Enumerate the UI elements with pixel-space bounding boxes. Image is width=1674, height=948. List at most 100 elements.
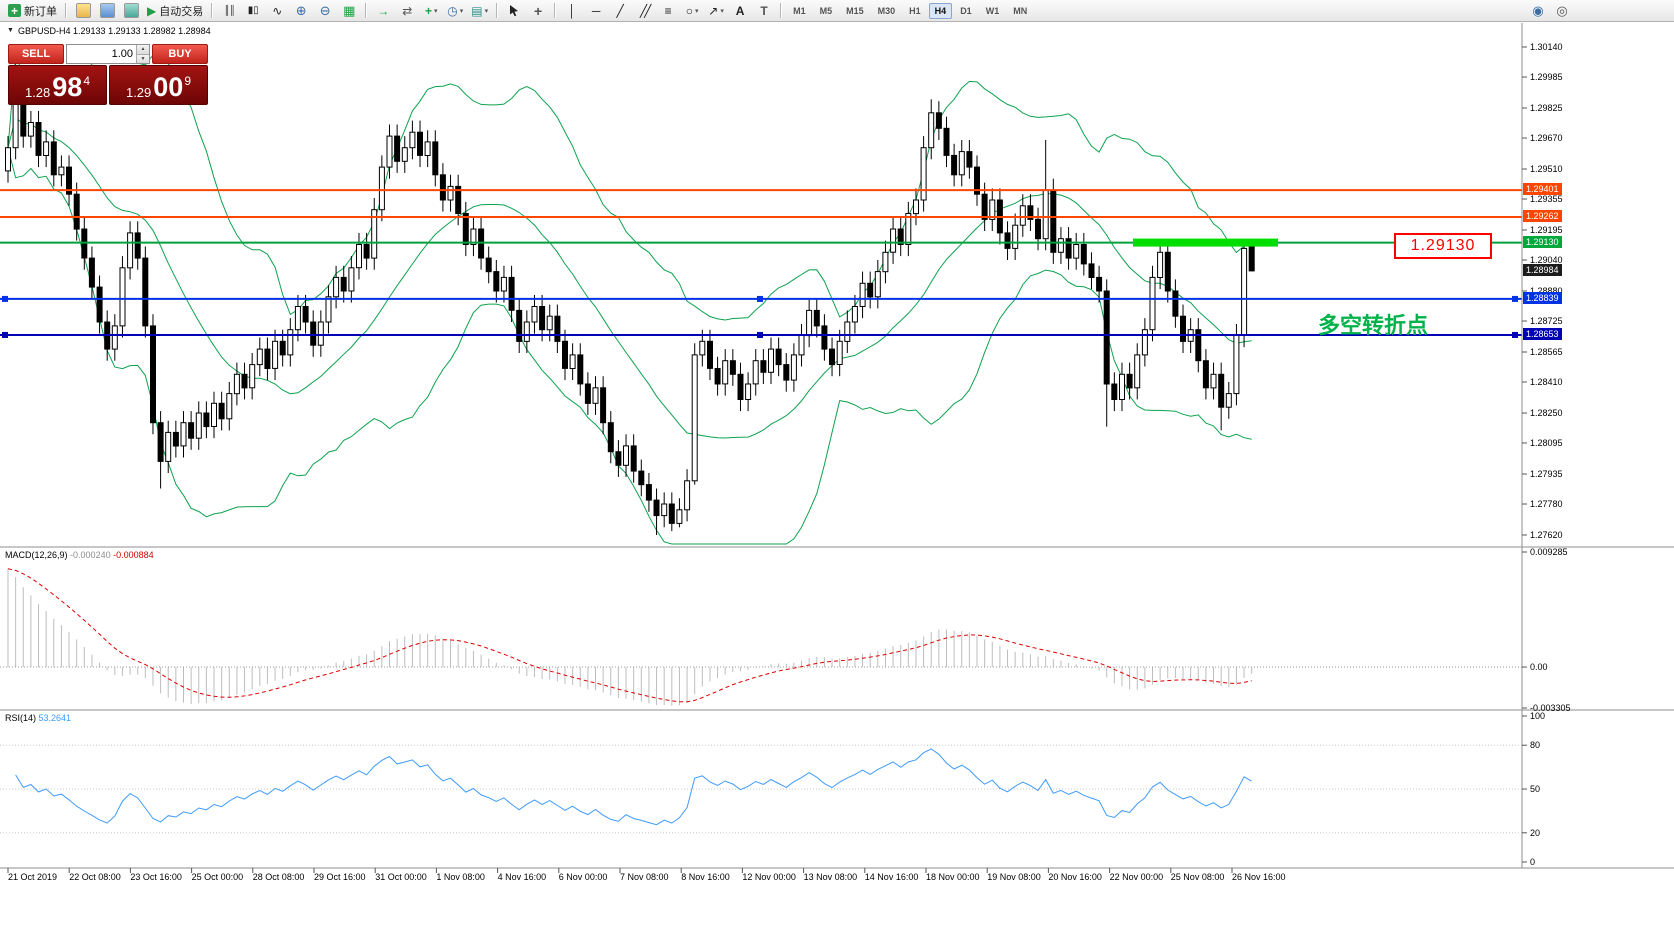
chart-shift-button[interactable]: ⇄ [396, 1, 418, 21]
clock-icon: ◷ [447, 3, 458, 18]
candle [821, 314, 828, 361]
terminal-button[interactable] [120, 1, 142, 21]
candle [371, 198, 378, 270]
candle [729, 349, 736, 386]
line-handle[interactable] [2, 331, 8, 338]
timeframe-m30[interactable]: M30 [877, 5, 896, 16]
volume-decrease-button[interactable]: ▼ [136, 54, 149, 63]
profile-button[interactable] [96, 1, 118, 21]
crosshair-button[interactable]: + [527, 1, 549, 21]
candle [1065, 227, 1072, 270]
candle [829, 337, 835, 377]
candle [1172, 279, 1179, 328]
macd-signal-line [7, 568, 1252, 703]
toolbar-separator [780, 3, 783, 18]
candle [1134, 343, 1141, 400]
candle [218, 391, 225, 431]
buy-button[interactable]: BUY [152, 44, 208, 64]
channel-tool-button[interactable]: ╱╱ [633, 1, 655, 21]
candle [737, 362, 744, 412]
line-handle[interactable] [757, 295, 763, 302]
community-button[interactable]: ◉ [1527, 1, 1549, 21]
candlestick-mode-button[interactable]: ▮▯ [242, 1, 264, 21]
buy-price-button[interactable]: 1.29 00 9 [109, 65, 208, 105]
volume-increase-button[interactable]: ▲ [136, 45, 149, 55]
vertical-line-tool-button[interactable]: │ [561, 1, 583, 21]
trendline-tool-button[interactable]: ╱ [609, 1, 631, 21]
timeframe-m15[interactable]: M15 [846, 5, 864, 16]
tile-windows-button[interactable]: ▦ [338, 1, 360, 21]
candle [1035, 207, 1041, 251]
sell-price-button[interactable]: 1.28 98 4 [8, 65, 107, 105]
auto-trading-button[interactable]: ▶ 自动交易 [144, 1, 206, 21]
candle [142, 246, 149, 338]
volume-input[interactable] [67, 45, 149, 63]
shapes-tool-button[interactable]: ○ ▾ [681, 1, 703, 21]
label-tool-button[interactable]: T [753, 1, 775, 21]
rsi-name: RSI(14) [5, 713, 37, 723]
candle [1195, 318, 1202, 373]
timeframe-h1[interactable]: H1 [909, 5, 921, 16]
candle [584, 372, 591, 415]
timeframe-m5[interactable]: M5 [819, 5, 833, 16]
candle [867, 271, 874, 309]
bar-chart-mode-button[interactable]: ║║ [218, 1, 240, 21]
timeframe-m1[interactable]: M1 [793, 5, 806, 16]
candle [592, 376, 599, 415]
panel-toggle-icon[interactable]: ▼ [7, 27, 14, 34]
arrows-tool-button[interactable]: ↗ ▾ [705, 1, 727, 21]
sell-button[interactable]: SELL [8, 44, 64, 64]
highlight-segment[interactable] [1133, 238, 1278, 247]
sell-price-head: 1.28 [24, 85, 51, 100]
candle [470, 217, 477, 257]
trendline-icon: ╱ [616, 3, 624, 18]
new-order-button[interactable]: + 新订单 [5, 1, 60, 21]
buy-price-head: 1.29 [125, 85, 152, 100]
candle [661, 492, 668, 528]
timeframe-mn[interactable]: MN [1013, 5, 1028, 16]
cursor-button[interactable] [503, 1, 525, 21]
new-order-label: 新订单 [24, 5, 57, 18]
candle [1103, 279, 1110, 427]
zoom-in-icon: ⊕ [295, 3, 307, 18]
fibonacci-tool-button[interactable]: ≡ [657, 1, 679, 21]
zoom-out-icon: ⊖ [319, 3, 331, 18]
timeframe-w1[interactable]: W1 [985, 5, 1000, 16]
ohlc-values: 1.29133 1.29133 1.28982 1.28984 [73, 26, 211, 36]
candle [165, 420, 172, 473]
candle [851, 294, 858, 334]
auto-scroll-button[interactable]: → [372, 1, 394, 21]
text-tool-button[interactable]: A [729, 1, 751, 21]
line-handle[interactable] [1512, 295, 1518, 302]
profile-icon [99, 3, 115, 18]
candle [859, 271, 866, 319]
zoom-in-button[interactable]: ⊕ [290, 1, 312, 21]
main-toolbar: + 新订单 ▶ 自动交易 ║║ ▮▯ ∿ ⊕ ⊖ ▦ → ⇄ + ▾ ◷ ▾ ▤… [0, 0, 1674, 22]
line-handle[interactable] [2, 295, 8, 302]
line-handle[interactable] [757, 331, 763, 338]
zoom-out-button[interactable]: ⊖ [314, 1, 336, 21]
indicators-button[interactable]: + ▾ [420, 1, 442, 21]
turning-point-annotation[interactable]: 多空转折点 [1318, 313, 1429, 338]
price-callout-box[interactable]: 1.29130 [1394, 233, 1492, 259]
templates-button[interactable]: ▤ ▾ [468, 1, 491, 21]
candle [920, 136, 927, 212]
volume-spinner: ▲ ▼ [136, 45, 149, 63]
line-handle[interactable] [1512, 331, 1518, 338]
metaeditor-button[interactable] [72, 1, 94, 21]
vertical-line-icon: │ [568, 3, 576, 18]
candle [432, 130, 439, 187]
line-chart-mode-button[interactable]: ∿ [266, 1, 288, 21]
timeframe-h4[interactable]: H4 [928, 2, 953, 19]
candle [1073, 232, 1080, 270]
periods-button[interactable]: ◷ ▾ [444, 1, 466, 21]
search-button[interactable]: ◎ [1551, 1, 1573, 21]
candle [302, 294, 309, 334]
horizontal-line-tool-button[interactable]: ─ [585, 1, 607, 21]
timeframe-d1[interactable]: D1 [960, 5, 972, 16]
one-click-trading-panel: SELL ▲ ▼ BUY 1.28 98 4 1.29 00 9 [8, 44, 208, 105]
candle [1202, 349, 1209, 400]
indicators-icon: + [424, 3, 432, 18]
candle [1111, 372, 1118, 412]
